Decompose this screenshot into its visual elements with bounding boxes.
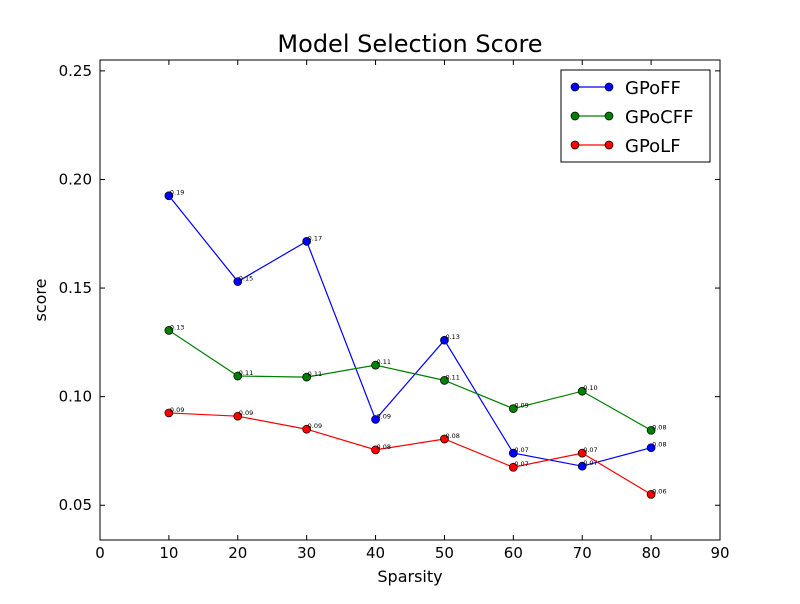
data-point: [371, 415, 380, 424]
data-point: [440, 335, 449, 345]
x-tick-label: 30: [297, 544, 316, 562]
x-tick-label: 50: [435, 544, 454, 562]
plot-frame: [99, 59, 721, 541]
data-label: 0.13: [445, 333, 459, 341]
data-label: 0.09: [377, 412, 391, 420]
data-label: 0.07: [514, 460, 528, 468]
data-label: 0.15: [239, 275, 253, 283]
data-point: [302, 372, 312, 382]
data-label: 0.08: [652, 441, 666, 449]
y-tick-label: 0.05: [59, 496, 92, 514]
x-tick-label: 20: [228, 544, 247, 562]
legend-marker: [604, 82, 614, 92]
data-point: [302, 237, 312, 246]
chart-title: Model Selection Score: [277, 30, 542, 58]
data-point: [233, 411, 243, 421]
data-label: 0.09: [308, 422, 322, 430]
data-label: 0.11: [445, 373, 459, 381]
plot-area: 0 10 20 30 40 50 60 70 80 90 0.05 0.10 0.15 0.20 0.25 0…: [59, 59, 730, 562]
data-point: [371, 360, 380, 370]
data-label: 0.11: [308, 370, 322, 378]
x-tick-label: 10: [159, 544, 178, 562]
y-tick-label: 0.20: [59, 170, 92, 188]
data-label: 0.10: [583, 384, 597, 392]
data-label: 0.06: [652, 487, 666, 495]
data-point: [440, 434, 449, 444]
y-tick-label: 0.15: [59, 279, 92, 297]
legend-label: GPoCFF: [625, 107, 693, 128]
legend-marker: [570, 111, 580, 121]
x-tick-label: 0: [95, 544, 105, 562]
y-tick-label: 0.25: [59, 62, 92, 80]
x-axis-label: Sparsity: [377, 567, 442, 586]
data-point: [577, 461, 587, 471]
data-point: [577, 448, 587, 458]
data-label: 0.08: [652, 423, 666, 431]
data-point: [371, 445, 380, 455]
series-line: [168, 412, 652, 495]
data-label: 0.09: [514, 402, 528, 410]
data-point: [233, 277, 243, 286]
series-line: [168, 195, 652, 467]
data-point: [508, 448, 518, 458]
legend-marker: [570, 140, 580, 150]
data-point: [508, 462, 518, 472]
data-point: [302, 424, 312, 434]
data-label: 0.07: [583, 459, 597, 467]
x-tick-label: 40: [366, 544, 385, 562]
data-label: 0.08: [377, 443, 391, 451]
data-label: 0.07: [514, 446, 528, 454]
legend: GPoFF GPoCFF GPoLF: [560, 69, 711, 163]
data-label: 0.11: [239, 369, 253, 377]
data-point: [508, 404, 518, 413]
data-point: [646, 425, 656, 435]
data-label: 0.09: [170, 406, 184, 414]
data-point: [577, 386, 587, 396]
legend-marker: [604, 111, 614, 121]
data-point: [233, 371, 243, 381]
y-tick-label: 0.10: [59, 388, 92, 406]
data-label: 0.11: [377, 358, 391, 366]
data-point: [164, 408, 174, 418]
data-label: 0.08: [445, 432, 459, 440]
data-point: [440, 376, 449, 385]
data-label: 0.19: [170, 189, 184, 197]
x-tick-label: 60: [504, 544, 523, 562]
legend-label: GPoLF: [625, 136, 681, 157]
x-tick-label: 70: [573, 544, 592, 562]
x-tick-label: 90: [710, 544, 729, 562]
data-point: [164, 326, 174, 335]
legend-marker: [570, 82, 580, 92]
data-label: 0.09: [239, 409, 253, 417]
data-point: [646, 490, 656, 499]
data-label: 0.13: [170, 323, 184, 331]
y-axis-label: score: [31, 279, 50, 322]
data-point: [646, 443, 656, 453]
data-label: 0.17: [308, 234, 322, 242]
x-tick-label: 80: [642, 544, 661, 562]
data-label: 0.07: [583, 446, 597, 454]
data-point: [164, 191, 174, 201]
legend-label: GPoFF: [625, 78, 681, 99]
legend-marker: [604, 140, 614, 150]
series-line: [168, 329, 652, 431]
